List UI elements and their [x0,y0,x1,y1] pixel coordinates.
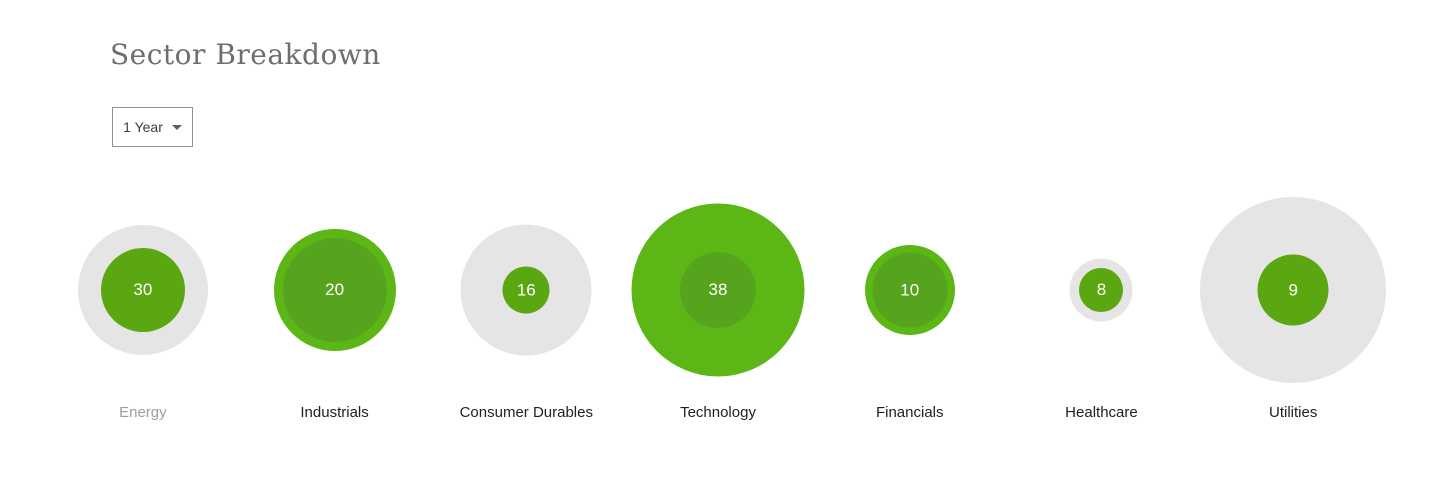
sector-value: 16 [516,280,536,299]
sector-column: 38 Technology [622,0,814,490]
sector-label[interactable]: Utilities [1269,404,1318,421]
inner-circle: 16 [502,266,550,314]
sector-label[interactable]: Industrials [300,404,369,421]
sector-label[interactable]: Consumer Durables [459,404,593,421]
sector-column: 10 Financials [814,0,1006,490]
inner-circle: 30 [100,248,185,332]
inner-circle: 10 [872,252,948,328]
sector-value: 38 [708,280,728,299]
period-dropdown-value: 1 Year [123,119,163,135]
sector-column: 16 Consumer Durables [430,0,622,490]
sector-column: 9 Utilities [1197,0,1389,490]
sector-value: 8 [1096,280,1107,299]
inner-circle: 20 [282,238,387,342]
sector-label[interactable]: Healthcare [1065,404,1138,421]
sector-label[interactable]: Financials [875,404,944,421]
sector-column: 30 Energy [47,0,239,490]
sector-value: 10 [900,280,920,299]
sector-value: 30 [133,280,153,299]
period-dropdown[interactable]: 1 Year [112,107,193,147]
sector-column: 8 Healthcare [1006,0,1198,490]
sector-label[interactable]: Energy [119,404,167,421]
inner-circle: 38 [680,252,757,328]
caret-down-icon [171,125,182,130]
page-title: Sector Breakdown [110,38,381,71]
bubble-chart: 30 Energy 20 Industrials 16 Consumer Dur… [47,0,1389,490]
inner-circle: 9 [1257,254,1329,326]
sector-column: 20 Industrials [239,0,431,490]
sector-value: 20 [325,280,345,299]
sector-label[interactable]: Technology [680,404,756,421]
inner-circle: 8 [1079,268,1124,312]
sector-value: 9 [1288,280,1298,299]
